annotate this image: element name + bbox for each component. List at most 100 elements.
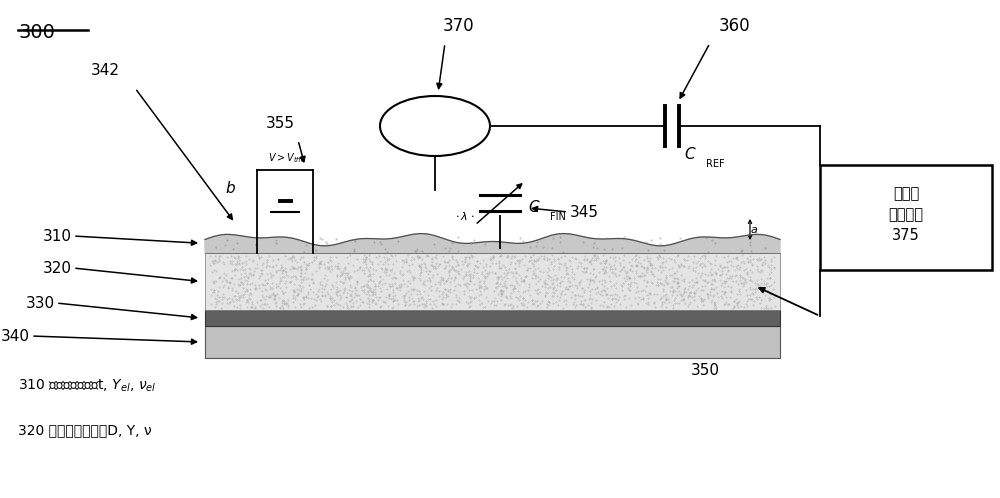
Point (623, 261, 639, 269)
Point (412, 262, 428, 270)
Point (232, 293, 248, 301)
Point (278, 283, 294, 291)
Point (409, 246, 425, 253)
Point (414, 255, 430, 263)
Point (650, 255, 666, 263)
Point (241, 264, 257, 272)
Point (416, 303, 432, 311)
Point (537, 280, 553, 288)
Point (439, 257, 455, 265)
Point (594, 291, 610, 299)
Point (435, 300, 451, 308)
Point (364, 298, 380, 306)
Point (550, 255, 566, 263)
Point (407, 247, 423, 255)
Point (462, 273, 478, 281)
Point (717, 288, 733, 296)
Point (546, 289, 562, 297)
Point (731, 265, 747, 273)
Point (572, 300, 588, 308)
Point (581, 257, 597, 265)
Point (342, 251, 358, 259)
Point (456, 272, 472, 280)
Point (578, 264, 594, 272)
Point (268, 280, 284, 288)
Point (289, 285, 305, 293)
Point (457, 257, 473, 265)
Point (396, 296, 412, 304)
Point (656, 298, 672, 306)
Point (616, 263, 632, 271)
Point (619, 267, 635, 275)
Point (647, 264, 663, 272)
Point (631, 253, 647, 261)
Point (441, 247, 457, 255)
Point (665, 286, 681, 294)
Point (375, 275, 391, 283)
Point (612, 300, 628, 308)
Point (608, 298, 624, 306)
Point (343, 292, 359, 300)
Point (434, 275, 450, 283)
Point (306, 256, 322, 264)
Point (669, 267, 685, 275)
Point (628, 267, 644, 275)
Point (410, 297, 426, 305)
Point (503, 293, 519, 301)
Point (384, 252, 400, 260)
Point (287, 293, 303, 301)
Point (229, 302, 245, 310)
Point (434, 300, 450, 308)
Point (750, 283, 766, 291)
Point (669, 278, 685, 286)
Point (695, 296, 711, 304)
Point (582, 277, 598, 285)
Point (697, 276, 713, 284)
Point (472, 259, 488, 267)
Point (319, 240, 335, 248)
Point (570, 291, 586, 299)
Point (586, 240, 602, 248)
Point (440, 274, 456, 282)
Point (720, 266, 736, 274)
Point (208, 243, 224, 251)
Point (311, 285, 327, 293)
Point (702, 288, 718, 296)
Point (483, 254, 499, 262)
Point (264, 279, 280, 287)
Point (566, 275, 582, 283)
Point (560, 274, 576, 282)
Point (242, 289, 258, 297)
Point (717, 300, 733, 308)
Point (706, 299, 722, 307)
Point (555, 248, 571, 255)
Point (399, 267, 415, 275)
Point (647, 303, 663, 311)
Point (359, 299, 375, 307)
Point (609, 291, 625, 299)
Point (365, 288, 381, 296)
Point (549, 292, 565, 300)
Point (673, 296, 689, 304)
Point (286, 252, 302, 260)
Point (490, 282, 506, 290)
Point (695, 301, 711, 309)
Point (456, 290, 472, 298)
Point (439, 300, 455, 308)
Point (486, 287, 502, 295)
Point (346, 267, 362, 275)
Point (742, 283, 758, 291)
Point (704, 237, 720, 245)
Point (585, 270, 601, 278)
Point (499, 253, 515, 261)
Point (323, 285, 339, 293)
Point (242, 295, 258, 303)
Point (410, 254, 426, 262)
Point (448, 293, 464, 301)
Point (441, 260, 457, 268)
Point (654, 300, 670, 308)
Point (606, 260, 622, 268)
Text: $a$: $a$ (750, 225, 758, 235)
Point (680, 302, 696, 310)
Point (212, 251, 228, 259)
